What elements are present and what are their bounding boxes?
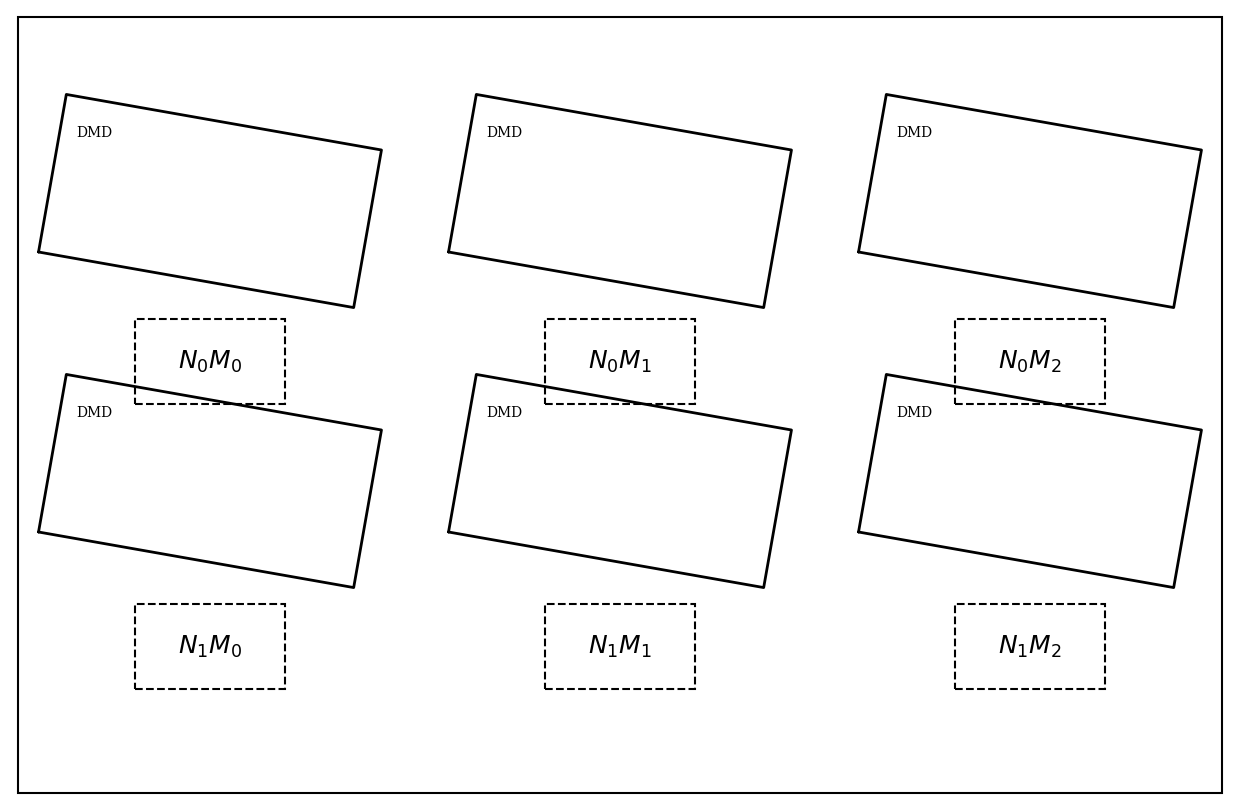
Text: DMD: DMD bbox=[486, 126, 522, 139]
Text: $N_{1}M_{2}$: $N_{1}M_{2}$ bbox=[998, 633, 1061, 659]
Text: $N_{1}M_{1}$: $N_{1}M_{1}$ bbox=[588, 633, 652, 659]
Text: $N_{0}M_{1}$: $N_{0}M_{1}$ bbox=[588, 349, 652, 375]
Text: DMD: DMD bbox=[76, 126, 113, 139]
Bar bbox=[546, 603, 694, 689]
Text: DMD: DMD bbox=[76, 406, 113, 419]
Text: DMD: DMD bbox=[486, 406, 522, 419]
Bar bbox=[955, 319, 1105, 404]
Bar bbox=[546, 319, 694, 404]
Bar bbox=[135, 603, 285, 689]
Text: DMD: DMD bbox=[897, 126, 932, 139]
Text: $N_{0}M_{0}$: $N_{0}M_{0}$ bbox=[179, 349, 242, 375]
Text: DMD: DMD bbox=[897, 406, 932, 419]
Bar bbox=[955, 603, 1105, 689]
Text: $N_{0}M_{2}$: $N_{0}M_{2}$ bbox=[998, 349, 1061, 375]
Text: $N_{1}M_{0}$: $N_{1}M_{0}$ bbox=[179, 633, 242, 659]
Bar bbox=[135, 319, 285, 404]
